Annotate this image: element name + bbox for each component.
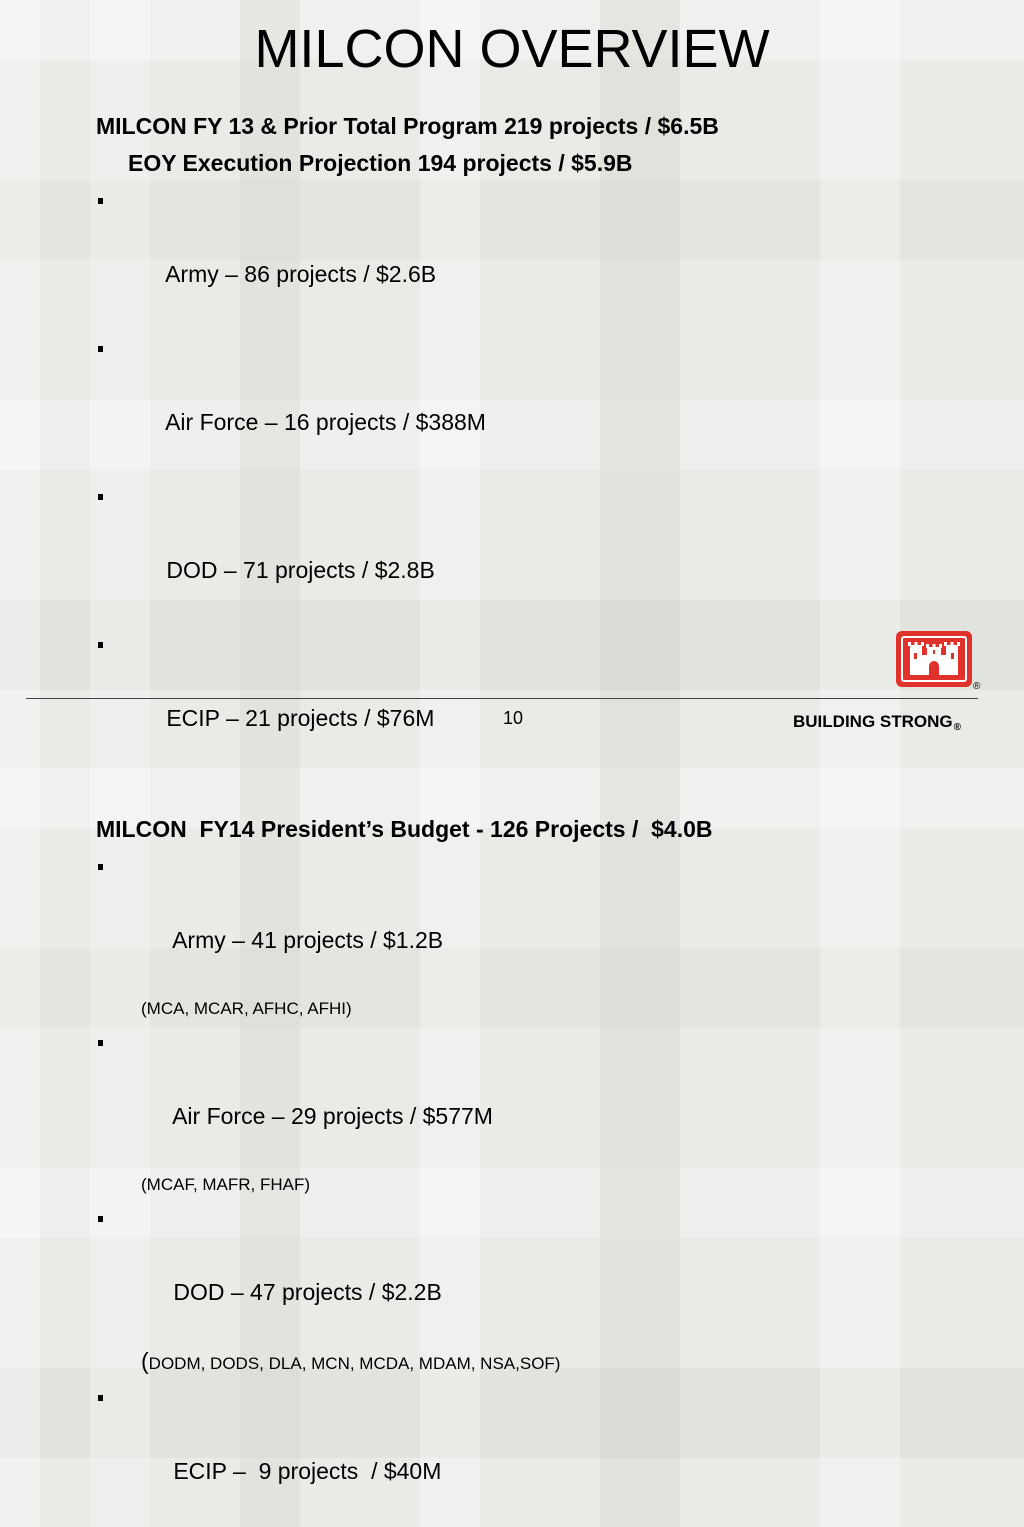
square-bullet-icon — [98, 864, 103, 870]
bullet-note-airforce: (MCAF, MAFR, FHAF) — [141, 1175, 311, 1194]
logo-registered-mark: ® — [973, 681, 981, 692]
bullet-note-army: (MCA, MCAR, AFHC, AFHI) — [141, 999, 352, 1018]
slide: MILCON OVERVIEW MILCON FY 13 & Prior Tot… — [26, 19, 981, 1484]
slide-title: MILCON OVERVIEW — [254, 19, 770, 79]
registered-mark: ® — [953, 722, 961, 733]
bullet-text: ECIP – 9 projects / $40M — [173, 1458, 442, 1484]
spacer — [96, 774, 956, 811]
square-bullet-icon — [98, 1040, 103, 1046]
castle-icon — [908, 642, 960, 675]
bullet-dod-fy13: DOD – 71 projects / $2.8B — [96, 478, 956, 626]
slide-content: MILCON FY 13 & Prior Total Program 219 p… — [96, 108, 956, 1527]
brand-text: BUILDING STRONG — [793, 712, 953, 731]
square-bullet-icon — [98, 494, 103, 500]
section1-heading: MILCON FY 13 & Prior Total Program 219 p… — [96, 113, 719, 139]
section1-subheading: EOY Execution Projection 194 projects / … — [128, 150, 633, 176]
page-number: 10 — [503, 708, 524, 728]
footer-brand: BUILDING STRONG® — [793, 712, 961, 733]
bullet-dod-fy14: DOD – 47 projects / $2.2B — [96, 1200, 956, 1348]
square-bullet-icon — [98, 1216, 103, 1222]
bullet-text: Army – 41 projects / $1.2B — [172, 927, 444, 953]
bullet-text: DOD – 47 projects / $2.2B — [173, 1279, 442, 1305]
note-text: DODM, DODS, DLA, MCN, MCDA, MDAM, NSA,SO… — [148, 1354, 561, 1373]
bullet-airforce-fy14: Air Force – 29 projects / $577M — [96, 1024, 956, 1172]
square-bullet-icon — [98, 642, 103, 648]
bullet-airforce-fy13: Air Force – 16 projects / $388M — [96, 330, 956, 478]
section2-heading: MILCON FY14 President’s Budget - 126 Pro… — [96, 816, 713, 842]
bullet-ecip-fy14: ECIP – 9 projects / $40M — [96, 1379, 956, 1527]
bullet-text: Air Force – 16 projects / $388M — [165, 409, 486, 435]
bullet-text: ECIP – 21 projects / $76M — [166, 705, 435, 731]
bullet-text: DOD – 71 projects / $2.8B — [166, 557, 435, 583]
usace-castle-logo — [896, 631, 972, 687]
note-paren: ( — [141, 1348, 149, 1374]
bullet-ecip-fy13: ECIP – 21 projects / $76M — [96, 626, 956, 774]
bullet-army-fy13: Army – 86 projects / $2.6B — [96, 182, 956, 330]
bullet-text: Army – 86 projects / $2.6B — [165, 261, 437, 287]
bullet-army-fy14: Army – 41 projects / $1.2B — [96, 848, 956, 996]
bullet-note-dod: (DODM, DODS, DLA, MCN, MCDA, MDAM, NSA,S… — [96, 1346, 956, 1379]
square-bullet-icon — [98, 1395, 103, 1401]
footer-divider — [26, 698, 978, 699]
square-bullet-icon — [98, 346, 103, 352]
square-bullet-icon — [98, 198, 103, 204]
bullet-text: Air Force – 29 projects / $577M — [172, 1103, 493, 1129]
logo-border — [901, 636, 967, 682]
